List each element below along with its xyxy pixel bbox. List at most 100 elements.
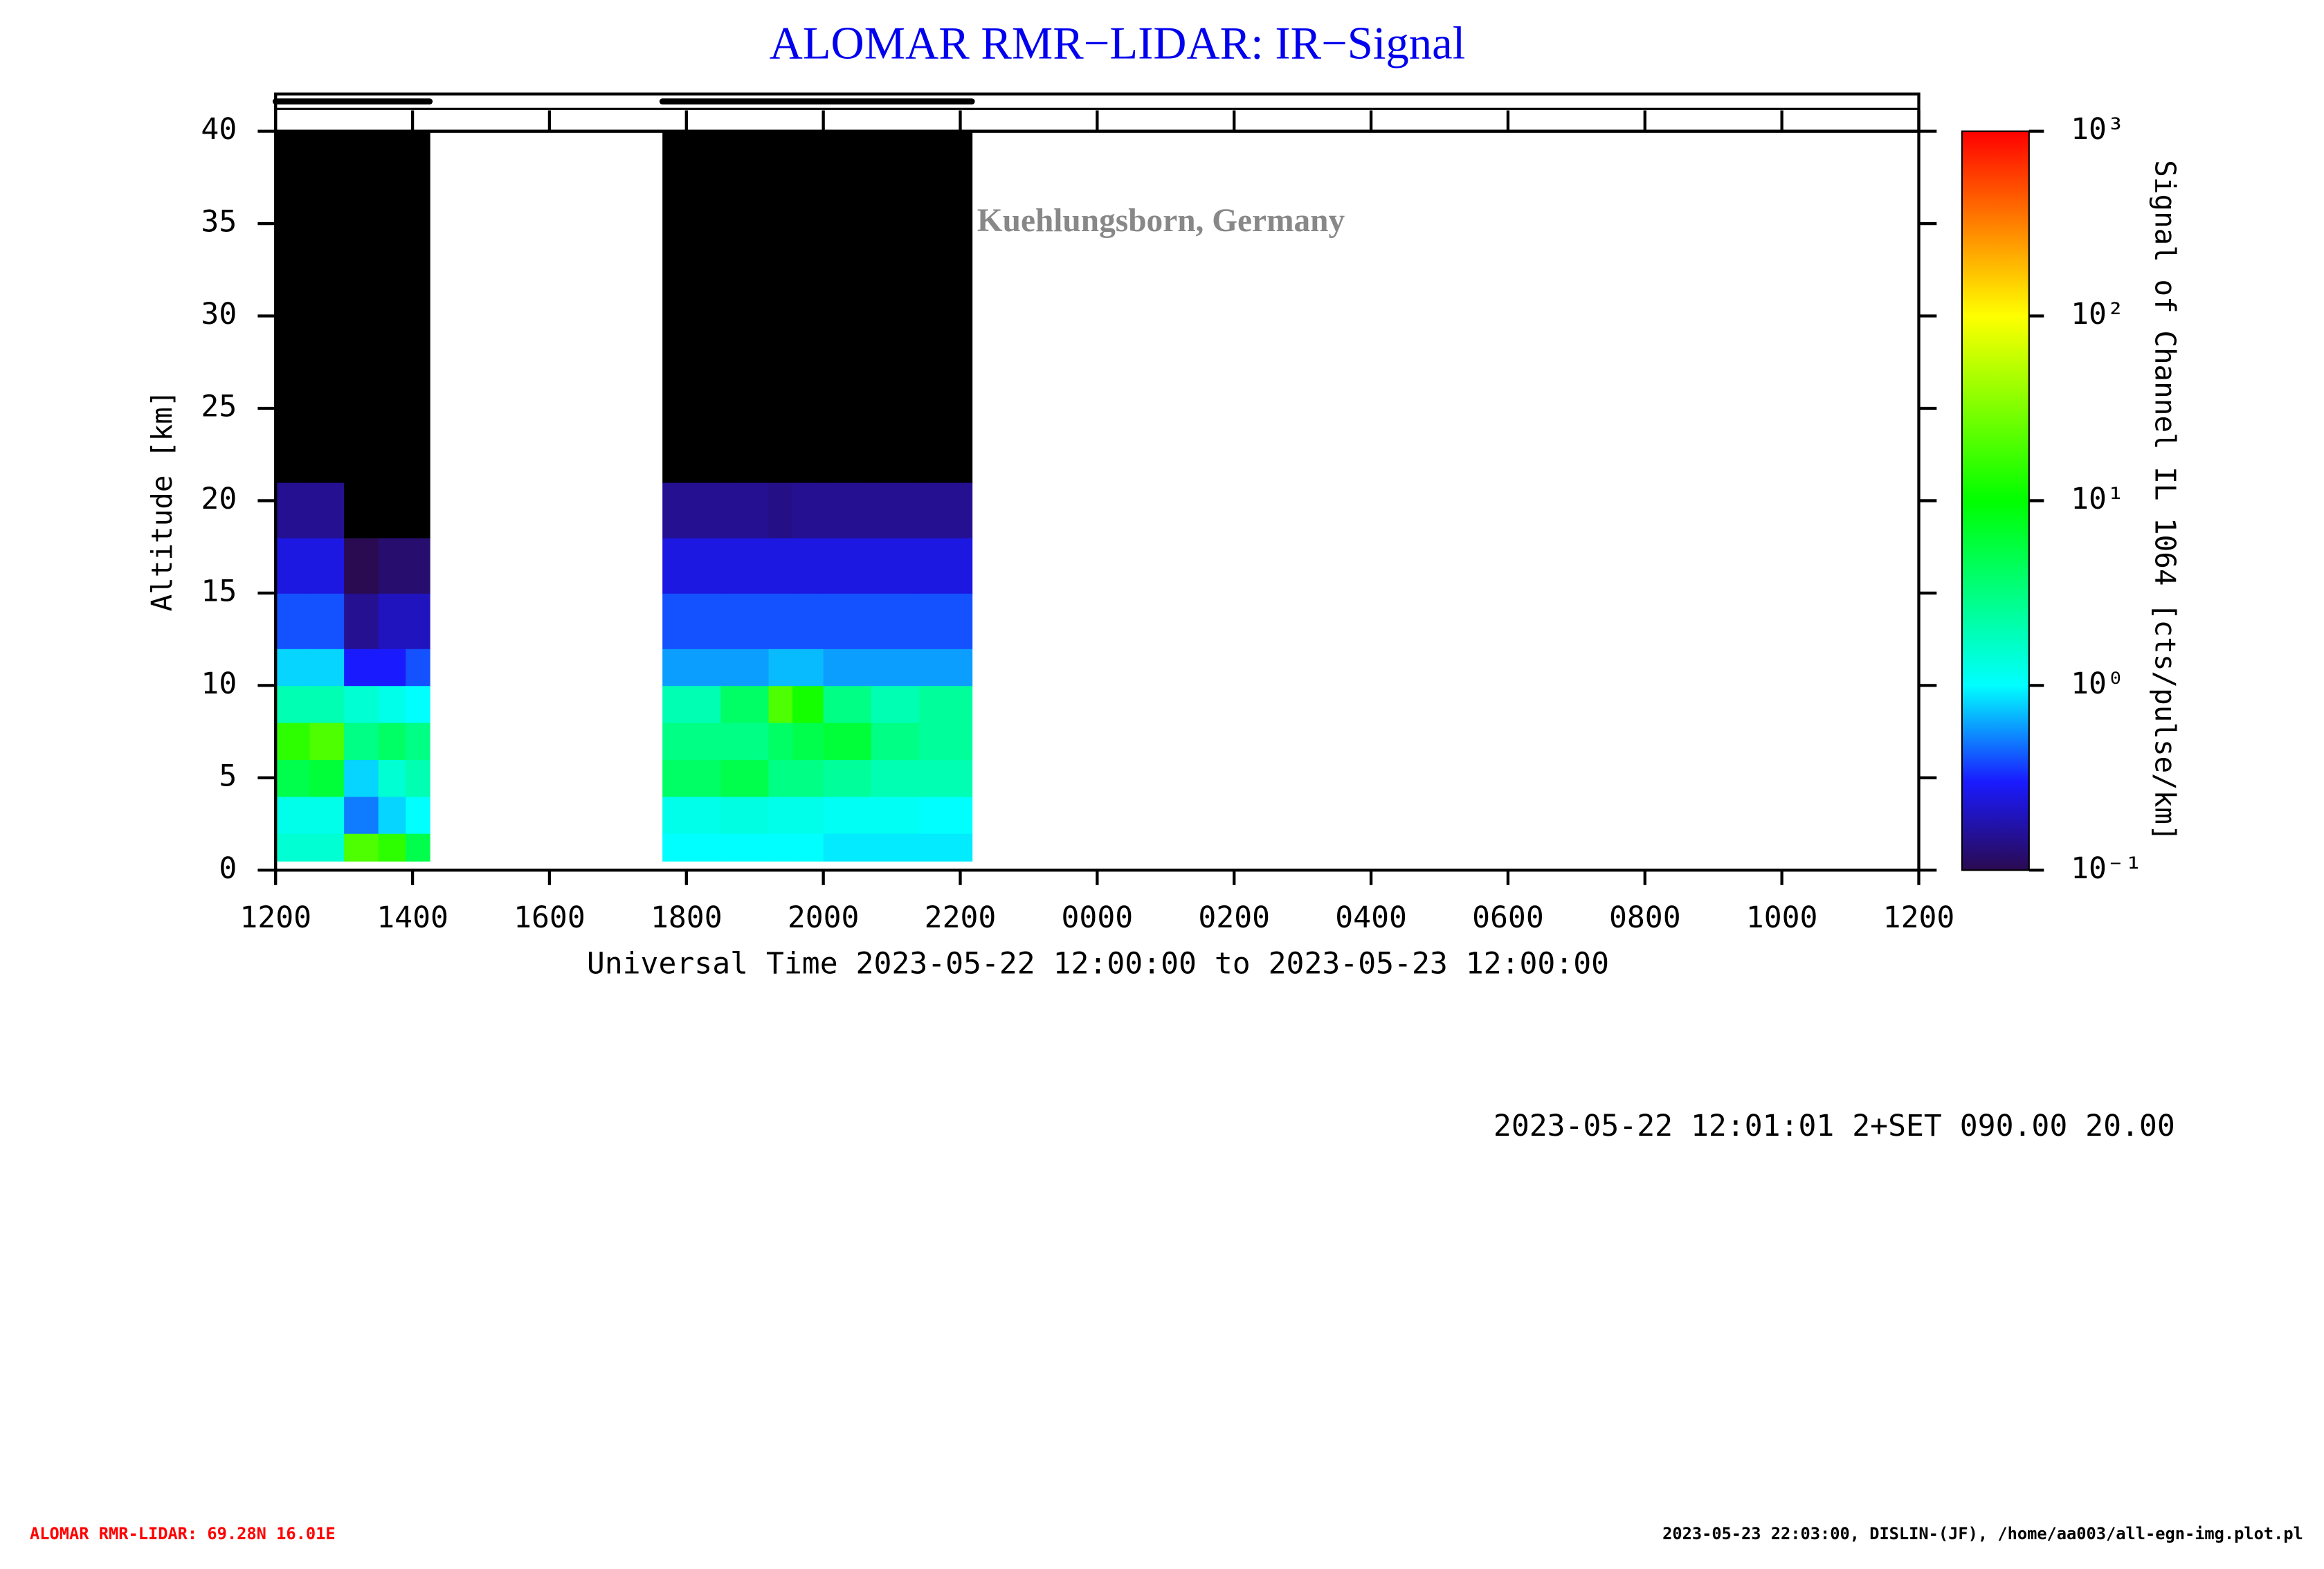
heatmap-cell xyxy=(919,685,973,723)
x-tick-label: 0000 xyxy=(1062,900,1134,935)
heatmap-cell xyxy=(344,482,379,538)
heatmap-cell xyxy=(309,482,345,538)
colorbar xyxy=(1961,131,2029,871)
heatmap-cell xyxy=(344,796,379,834)
heatmap-cell xyxy=(275,648,311,687)
heatmap-cell xyxy=(871,685,920,723)
heatmap-cell xyxy=(309,833,345,862)
heatmap xyxy=(275,131,973,862)
heatmap-cell xyxy=(275,722,311,760)
heatmap-cell xyxy=(406,685,430,723)
heatmap-cell xyxy=(344,592,379,649)
heatmap-cell xyxy=(309,759,345,797)
heatmap-cell xyxy=(309,796,345,834)
heatmap-cell xyxy=(378,648,407,687)
heatmap-cell xyxy=(871,131,920,483)
heatmap-cell xyxy=(309,685,345,723)
heatmap-cell xyxy=(720,648,770,687)
heatmap-cell xyxy=(275,592,311,649)
heatmap-cell xyxy=(662,537,722,594)
heatmap-cell xyxy=(662,796,722,834)
heatmap-cell xyxy=(406,648,430,687)
heatmap-cell xyxy=(406,592,430,649)
heatmap-cell xyxy=(720,796,770,834)
heatmap-cell xyxy=(768,648,793,687)
heatmap-cell xyxy=(344,833,379,862)
plot-frame xyxy=(274,129,1921,872)
heatmap-cell xyxy=(406,796,430,834)
heatmap-cell xyxy=(662,833,722,862)
settings-text: 2023-05-22 12:01:01 2+SET 090.00 20.00 xyxy=(1494,1109,2175,1143)
heatmap-cell xyxy=(792,537,824,594)
heatmap-cell xyxy=(768,796,793,834)
heatmap-cell xyxy=(823,796,872,834)
colorbar-tick-label: 10¹ xyxy=(2071,482,2125,516)
y-tick-label: 10 xyxy=(201,666,237,701)
heatmap-cell xyxy=(823,592,872,649)
heatmap-cell xyxy=(720,592,770,649)
heatmap-cell xyxy=(275,833,311,862)
heatmap-cell xyxy=(823,482,872,538)
heatmap-cell xyxy=(309,722,345,760)
heatmap-cell xyxy=(720,131,770,483)
colorbar-tick-label: 10⁻¹ xyxy=(2071,851,2143,886)
heatmap-cell xyxy=(275,685,311,723)
heatmap-cell xyxy=(871,592,920,649)
x-tick-label: 2000 xyxy=(788,900,860,935)
heatmap-cell xyxy=(662,722,722,760)
x-tick-label: 1800 xyxy=(651,900,723,935)
y-tick-label: 0 xyxy=(219,851,237,886)
heatmap-cell xyxy=(406,537,430,594)
heatmap-cell xyxy=(344,537,379,594)
heatmap-cell xyxy=(871,537,920,594)
heatmap-cell xyxy=(344,131,379,483)
footer-left: ALOMAR RMR-LIDAR: 69.28N 16.01E xyxy=(30,1524,336,1543)
heatmap-cell xyxy=(275,796,311,834)
heatmap-cell xyxy=(768,685,793,723)
x-tick-label: 1000 xyxy=(1746,900,1818,935)
heatmap-cell xyxy=(768,833,793,862)
colorbar-tick-label: 10⁰ xyxy=(2071,666,2125,701)
heatmap-cell xyxy=(720,722,770,760)
heatmap-cell xyxy=(792,685,824,723)
x-tick-label: 1400 xyxy=(376,900,448,935)
heatmap-cell xyxy=(720,759,770,797)
heatmap-cell xyxy=(919,537,973,594)
heatmap-cell xyxy=(792,722,824,760)
heatmap-cell xyxy=(378,759,407,797)
heatmap-cell xyxy=(768,537,793,594)
heatmap-cell xyxy=(344,759,379,797)
heatmap-cell xyxy=(792,131,824,483)
heatmap-cell xyxy=(378,537,407,594)
heatmap-cell xyxy=(378,833,407,862)
heatmap-cell xyxy=(720,482,770,538)
heatmap-cell xyxy=(406,759,430,797)
heatmap-cell xyxy=(309,131,345,483)
heatmap-cell xyxy=(823,722,872,760)
heatmap-cell xyxy=(823,833,872,862)
heatmap-cell xyxy=(823,648,872,687)
heatmap-cell xyxy=(378,796,407,834)
heatmap-cell xyxy=(792,833,824,862)
x-tick-label: 0800 xyxy=(1609,900,1681,935)
heatmap-cell xyxy=(823,759,872,797)
heatmap-cell xyxy=(919,482,973,538)
heatmap-cell xyxy=(406,482,430,538)
y-tick-label: 25 xyxy=(201,389,237,424)
heatmap-cell xyxy=(768,759,793,797)
heatmap-cell xyxy=(344,722,379,760)
heatmap-cell xyxy=(662,648,722,687)
heatmap-cell xyxy=(871,648,920,687)
heatmap-cell xyxy=(768,482,793,538)
heatmap-cell xyxy=(662,482,722,538)
heatmap-cell xyxy=(768,722,793,760)
y-tick-label: 5 xyxy=(219,759,237,793)
heatmap-cell xyxy=(768,592,793,649)
y-tick-label: 20 xyxy=(201,482,237,516)
heatmap-cell xyxy=(378,722,407,760)
heatmap-cell xyxy=(919,833,973,862)
heatmap-cell xyxy=(919,648,973,687)
heatmap-cell xyxy=(792,759,824,797)
heatmap-cell xyxy=(823,685,872,723)
